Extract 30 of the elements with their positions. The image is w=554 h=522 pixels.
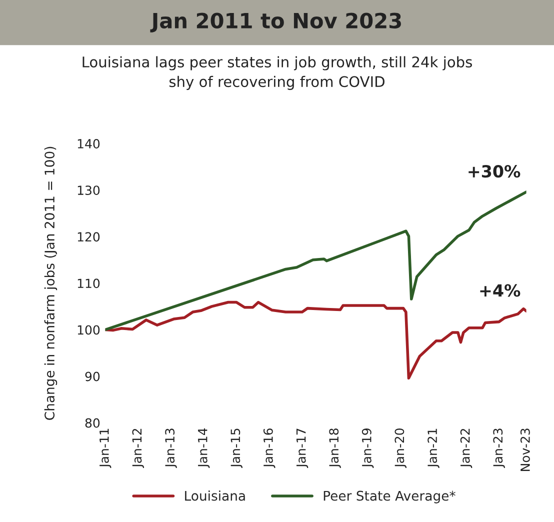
chart-subtitle: Louisiana lags peer states in job growth, still 24k jobs shy of recovering from COVID — [82, 56, 472, 90]
x-tick-label: Jan-15 — [230, 428, 242, 468]
y-tick-label: 110 — [78, 278, 100, 288]
x-tick-label: Jan-17 — [296, 428, 308, 468]
y-tick-label: 140 — [78, 139, 100, 148]
chart-title: Jan 2011 to Nov 2023 — [150, 12, 401, 32]
y-axis-title: Change in nonfarm jobs (Jan 2011 = 100) — [44, 146, 58, 420]
x-tick-label: Jan-23 — [493, 428, 505, 468]
x-tick-label: Jan-16 — [263, 428, 276, 468]
y-tick-label: 100 — [78, 325, 100, 335]
x-tick-label: Jan-19 — [362, 428, 374, 468]
y-tick-label: 130 — [78, 186, 100, 196]
x-tick-label: Jan-14 — [198, 428, 210, 468]
x-tick-label: Jan-22 — [460, 428, 472, 468]
x-tick-label: Jan-12 — [132, 428, 144, 468]
legend-label: Louisiana — [185, 490, 245, 501]
x-tick-label: Jan-21 — [428, 428, 440, 468]
x-tick-label: Jan-13 — [165, 428, 177, 468]
y-tick-label: 90 — [85, 372, 100, 382]
y-tick-label: 120 — [78, 232, 100, 242]
x-tick-label: Jan-18 — [329, 428, 341, 468]
x-tick-label: Jan-20 — [394, 428, 406, 468]
annotation: +4% — [480, 284, 520, 297]
line-series — [105, 190, 526, 332]
legend-label: Peer State Average* — [324, 490, 456, 504]
annotation: +30% — [468, 165, 520, 178]
x-tick-label: Nov-23 — [520, 428, 530, 471]
line-series — [105, 300, 526, 380]
x-tick-label: Jan-11 — [100, 428, 112, 468]
y-tick-label: 80 — [85, 418, 100, 428]
